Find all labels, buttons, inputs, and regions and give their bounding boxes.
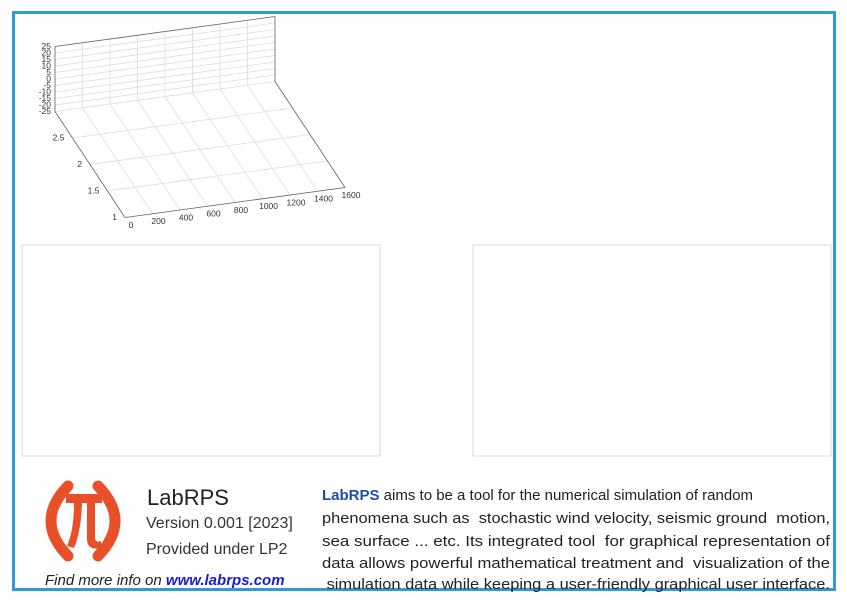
x-tick-label: 1200: [287, 197, 306, 207]
axis-line: [274, 81, 346, 188]
z-tick-label: -10: [39, 86, 52, 96]
chart-box: [472, 244, 832, 457]
x-tick-label: 1000: [259, 201, 278, 211]
grid-line: [107, 160, 328, 192]
z-tick-label: 5: [46, 67, 51, 77]
grid-line: [54, 48, 276, 80]
grid-line: [54, 68, 276, 99]
grid-line: [54, 55, 276, 86]
grid-line: [54, 74, 276, 106]
x-tick-label: 600: [206, 209, 220, 219]
z-tick-label: -20: [39, 99, 52, 109]
z-tick-label: 20: [42, 47, 52, 57]
x-tick-label: 1600: [342, 190, 361, 200]
logo-paren: [45, 480, 74, 562]
logo-paren: [92, 480, 121, 562]
more-info-text: Find more info on: [45, 572, 162, 589]
axis-line: [54, 16, 276, 47]
x-tick-label: 800: [234, 205, 248, 215]
license: Provided under LP2: [146, 541, 288, 558]
version: Version 0.001 [2023]: [146, 515, 293, 532]
logo: [45, 480, 121, 562]
z-tick-label: 10: [42, 60, 52, 70]
description-line: data allows powerful mathematical treatm…: [322, 555, 830, 572]
x-tick-label: 0: [129, 220, 134, 230]
website-link[interactable]: www.labrps.com: [166, 572, 285, 589]
grid-line: [54, 29, 276, 60]
description-line: simulation data while keeping a user-fri…: [322, 576, 830, 593]
description-text: aims to be a tool for the numerical simu…: [380, 487, 754, 504]
description-line: LabRPS aims to be a tool for the numeric…: [322, 487, 753, 504]
z-tick-label: 0: [46, 73, 51, 83]
grid-line: [89, 134, 311, 165]
z-tick-label: -25: [39, 106, 52, 116]
z-tick-label: -15: [39, 93, 52, 103]
axis-line: [124, 187, 346, 218]
x-tick-label: 200: [151, 216, 165, 226]
x-tick-label: 1400: [314, 194, 333, 204]
description-lead: LabRPS: [322, 487, 380, 504]
logo-pi: [87, 503, 101, 549]
frame: [12, 11, 836, 591]
grid-line: [54, 81, 276, 112]
z-tick-label: -5: [43, 80, 51, 90]
y-tick-label: 2: [77, 159, 82, 169]
logo-pi: [67, 503, 82, 548]
logo-pi: [66, 494, 102, 503]
x-tick-label: 400: [179, 212, 193, 222]
description-line: phenomena such as stochastic wind veloci…: [322, 510, 830, 527]
more-info: Find more info on www.labrps.com: [45, 572, 285, 589]
chart-box: [21, 244, 381, 457]
z-tick-label: 15: [42, 54, 52, 64]
y-tick-label: 1: [112, 212, 117, 222]
description-line: sea surface ... etc. Its integrated tool…: [322, 533, 831, 550]
grid-line: [72, 107, 293, 139]
grid-line: [54, 61, 276, 93]
axis-line: [54, 111, 126, 218]
y-tick-label: 2.5: [53, 132, 65, 142]
z-tick-label: 25: [42, 41, 52, 51]
y-tick-label: 1.5: [88, 185, 100, 195]
grid-line: [54, 35, 276, 67]
app-name: LabRPS: [147, 485, 229, 510]
grid-line: [54, 22, 276, 54]
grid-line: [54, 42, 276, 73]
